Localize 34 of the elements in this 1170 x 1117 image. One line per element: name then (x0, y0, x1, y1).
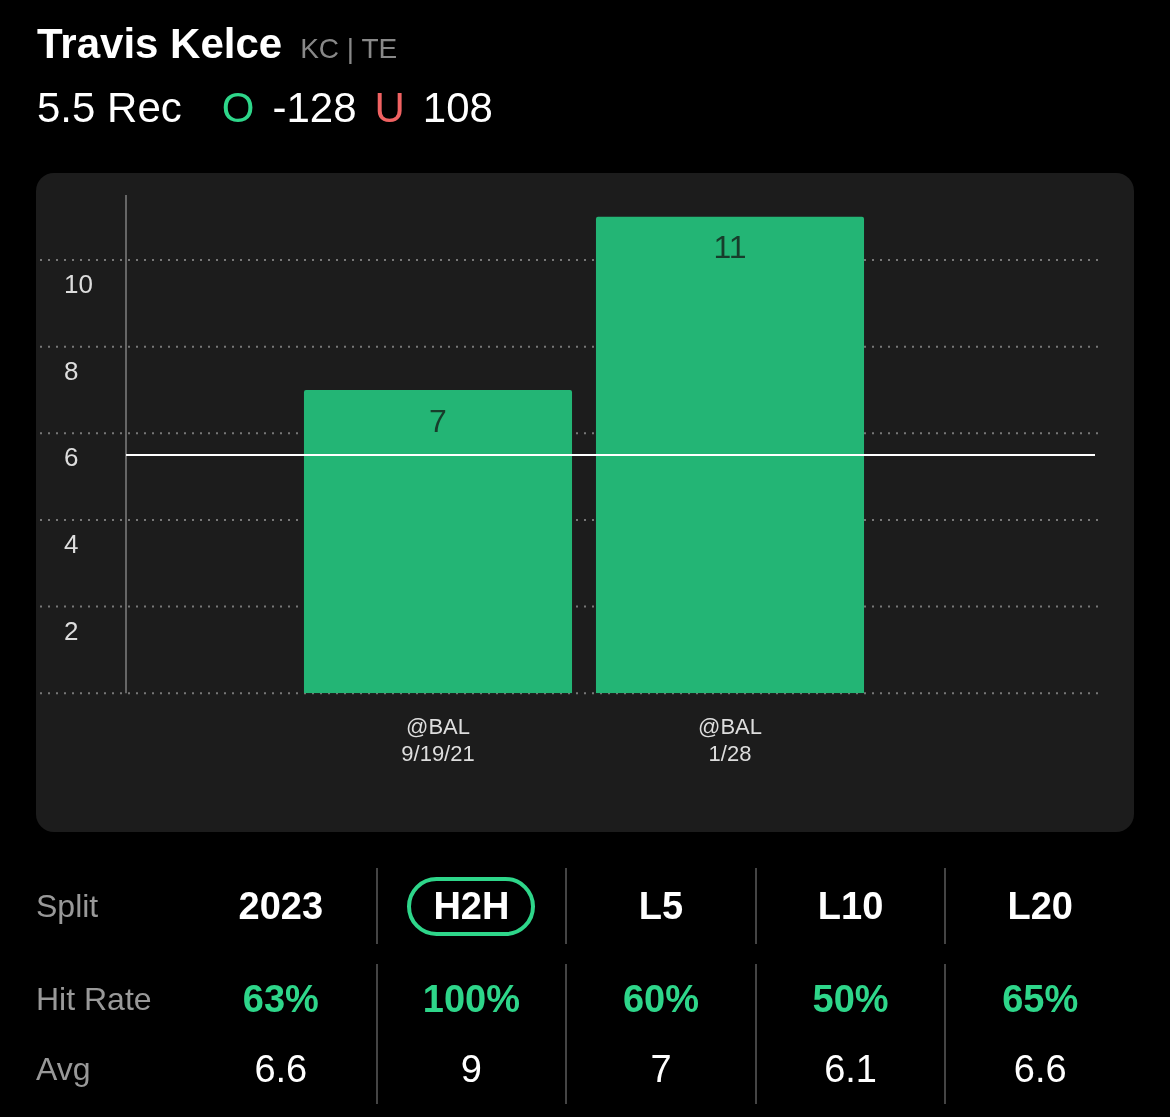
text: Split (36, 886, 100, 926)
text: 2023 (237, 883, 325, 929)
chart-subtitle: KC | TE (300, 33, 398, 64)
data-label: 7 (429, 402, 447, 439)
chart-title: Travis Kelce (37, 20, 283, 67)
text: Hit Rate (36, 979, 153, 1019)
y-tick-label: 10 (64, 269, 93, 300)
text: 60% (565, 964, 755, 1034)
text: 65% (944, 964, 1134, 1034)
text: 6.1 (754, 1034, 945, 1104)
text: Avg (36, 1049, 92, 1089)
text: O (221, 84, 255, 131)
x-tick-label: @BAL 1/28 (698, 714, 762, 766)
text: -128 (272, 84, 357, 131)
text: L20 (944, 868, 1134, 944)
text: 100% (375, 964, 566, 1034)
text: 6.6 (253, 1046, 309, 1092)
text: 7 (565, 1034, 755, 1104)
text: 50% (754, 964, 945, 1034)
text: 108 (422, 84, 493, 131)
y-tick-label: 6 (64, 442, 79, 473)
y-tick-label: 4 (64, 529, 79, 560)
data-label: 11 (713, 229, 747, 266)
text: H2H (407, 876, 536, 936)
text: 6.6 (944, 1034, 1134, 1104)
text: 9 (375, 1034, 566, 1104)
text: L5 (565, 868, 755, 944)
text: U (374, 84, 405, 131)
text: 63% (241, 976, 320, 1022)
text: 5.5 Rec (37, 84, 182, 131)
x-tick-label: @BAL 9/19/21 (401, 714, 475, 766)
y-tick-label: 8 (64, 355, 79, 386)
y-tick-label: 2 (64, 615, 79, 646)
text: L10 (754, 868, 945, 944)
